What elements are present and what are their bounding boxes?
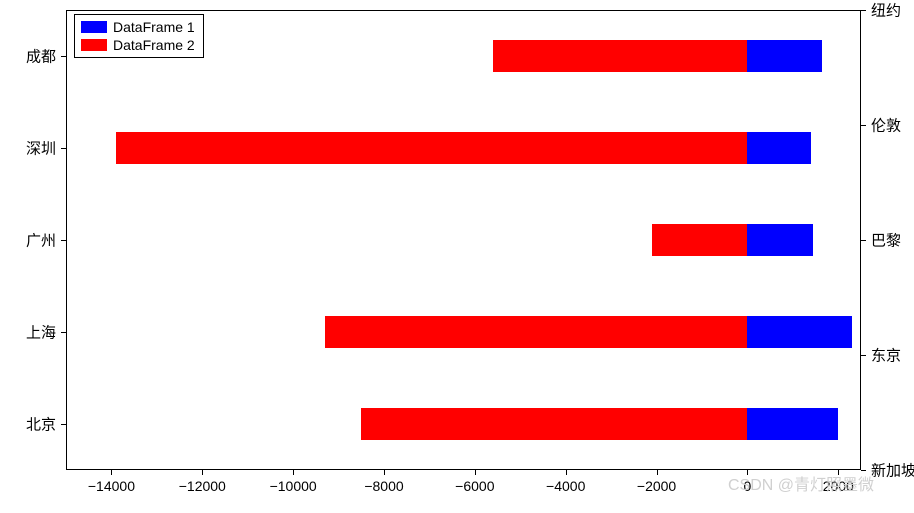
y-left-label: 北京 xyxy=(26,414,56,435)
y-left-label: 深圳 xyxy=(26,138,56,159)
legend-label: DataFrame 1 xyxy=(113,19,195,35)
bar-series2 xyxy=(361,408,747,440)
y-right-tick-mark xyxy=(861,125,866,126)
bar-series1 xyxy=(747,316,851,348)
y-right-tick-mark xyxy=(861,240,866,241)
bar-series1 xyxy=(747,40,822,72)
legend-item: DataFrame 2 xyxy=(81,37,195,53)
x-tick-label: −2000 xyxy=(637,478,676,494)
y-right-label: 新加坡 xyxy=(871,460,914,481)
bar-series1 xyxy=(747,224,813,256)
legend-label: DataFrame 2 xyxy=(113,37,195,53)
legend-item: DataFrame 1 xyxy=(81,19,195,35)
x-tick-mark xyxy=(566,470,567,475)
x-tick-mark xyxy=(384,470,385,475)
x-tick-label: −10000 xyxy=(270,478,317,494)
y-left-label: 上海 xyxy=(26,322,56,343)
y-left-tick-mark xyxy=(61,56,66,57)
x-tick-mark xyxy=(657,470,658,475)
y-left-tick-mark xyxy=(61,424,66,425)
y-left-label: 广州 xyxy=(26,230,56,251)
x-tick-mark xyxy=(202,470,203,475)
x-tick-mark xyxy=(111,470,112,475)
bar-series1 xyxy=(747,132,811,164)
x-tick-label: −14000 xyxy=(88,478,135,494)
y-right-tick-mark xyxy=(861,10,866,11)
y-left-tick-mark xyxy=(61,148,66,149)
y-left-tick-mark xyxy=(61,240,66,241)
y-right-label: 东京 xyxy=(871,345,901,366)
x-tick-mark xyxy=(293,470,294,475)
bar-series2 xyxy=(493,40,747,72)
legend: DataFrame 1 DataFrame 2 xyxy=(74,14,204,58)
y-left-tick-mark xyxy=(61,332,66,333)
y-right-label: 纽约 xyxy=(871,0,901,21)
bar-series1 xyxy=(747,408,838,440)
legend-swatch xyxy=(81,39,107,51)
x-tick-label: −8000 xyxy=(364,478,403,494)
x-tick-label: −12000 xyxy=(179,478,226,494)
y-left-label: 成都 xyxy=(26,46,56,67)
y-right-label: 巴黎 xyxy=(871,230,901,251)
y-right-label: 伦敦 xyxy=(871,115,901,136)
y-right-tick-mark xyxy=(861,355,866,356)
watermark: CSDN @青灯照墨微 xyxy=(728,471,874,495)
x-tick-label: −6000 xyxy=(455,478,494,494)
bar-series2 xyxy=(652,224,747,256)
bar-series2 xyxy=(325,316,747,348)
chart-root: −14000−12000−10000−8000−6000−4000−200002… xyxy=(0,0,914,513)
x-tick-mark xyxy=(475,470,476,475)
x-tick-label: −4000 xyxy=(546,478,585,494)
bar-series2 xyxy=(116,132,747,164)
legend-swatch xyxy=(81,21,107,33)
